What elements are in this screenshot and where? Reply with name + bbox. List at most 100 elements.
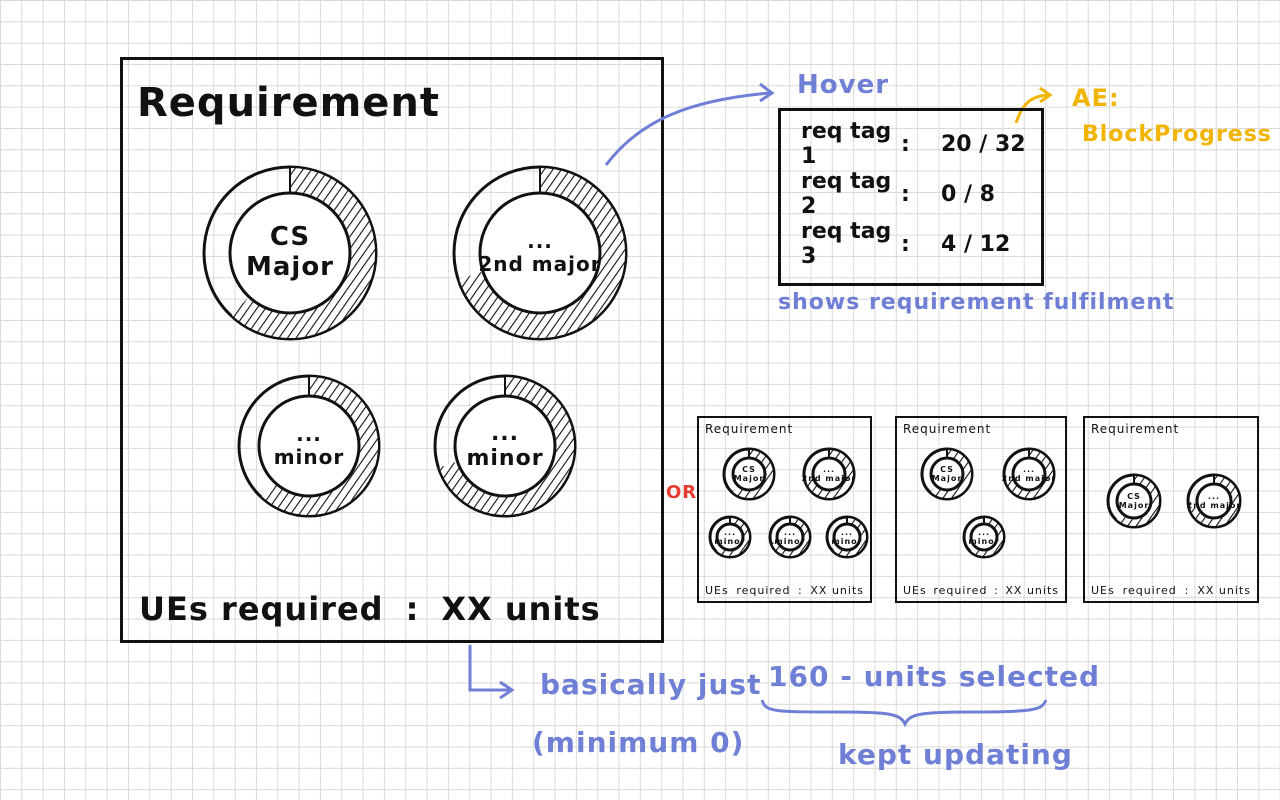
variant-footer-label: UEs: [705, 584, 729, 597]
hover-label: Hover: [797, 70, 890, 100]
ring-line1: ...: [1207, 491, 1221, 501]
ues-required-footer: UEs required : XX units: [139, 590, 639, 628]
variant-footer: UEs required : XX units: [705, 584, 864, 597]
ring-progress-fill: [930, 450, 971, 498]
ring-line1: ...: [490, 420, 520, 446]
ring-line2: Major: [245, 252, 334, 282]
variant-footer-value: XX units: [1005, 584, 1059, 597]
ring-line1: ...: [527, 229, 553, 253]
variant-ring[interactable]: ... 2nd major: [801, 446, 857, 502]
ring-progress-fill: [732, 450, 773, 498]
requirement-title: Requirement: [137, 80, 441, 126]
hover-tooltip-box: req tag 1 : 20 / 32 req tag 2 : 0 / 8 re…: [778, 108, 1044, 286]
ring-graphic: [722, 447, 776, 501]
variant-ring[interactable]: CS Major: [721, 446, 777, 502]
req-tag-row-3: req tag 3 : 4 / 12: [801, 219, 1041, 269]
variant-footer-sep: :: [798, 584, 803, 597]
ring-graphic: [825, 515, 869, 559]
ring-line1: ...: [296, 422, 322, 446]
ring-graphic: [802, 447, 856, 501]
ring-progress-fill: [833, 518, 866, 556]
ring-line2: Major: [1118, 501, 1150, 510]
variant-footer: UEs required : XX units: [1091, 584, 1251, 597]
footer-sep: :: [405, 590, 420, 628]
variant-title: Requirement: [903, 422, 992, 436]
variant-ring[interactable]: ... 2nd major: [1185, 472, 1243, 530]
note-line2: (minimum 0): [532, 726, 745, 759]
variant-ring[interactable]: ... minor: [707, 514, 753, 560]
variant-ring[interactable]: ... minor: [767, 514, 813, 560]
ring-progress-fill: [771, 518, 809, 556]
ring-line2: minor: [968, 537, 1000, 546]
ring-line1: ...: [723, 527, 737, 537]
variant-footer-sep: :: [994, 584, 999, 597]
variant-ring[interactable]: ... minor: [824, 514, 870, 560]
ring-graphic: [708, 515, 752, 559]
ring-graphic: [920, 447, 974, 501]
ring-progress-fill: [439, 377, 574, 515]
ring-graphic: [237, 374, 381, 518]
ring-line1: CS: [940, 464, 954, 474]
ring-progress-fill: [1116, 476, 1159, 526]
footer-label: UEs required: [139, 590, 384, 628]
ring-line2: 2nd major: [1001, 474, 1057, 483]
ring-graphic: [1002, 447, 1056, 501]
requirement-panel: Requirement CS Major ... 2nd major ... m…: [120, 57, 664, 643]
progress-ring-cs-major[interactable]: CS Major: [195, 164, 385, 342]
ring-line2: minor: [774, 537, 806, 546]
ae-arrow-head: [1039, 86, 1053, 104]
ring-line1: CS: [1127, 491, 1141, 501]
ring-progress-fill: [1190, 476, 1239, 526]
ring-line1: CS: [742, 464, 756, 474]
variant-footer-label: UEs: [1091, 584, 1115, 597]
ring-graphic: [962, 515, 1006, 559]
hover-arrow-head: [759, 82, 775, 103]
ring-progress-fill: [261, 377, 378, 515]
ring-line2: minor: [714, 537, 746, 546]
variant-title: Requirement: [705, 422, 794, 436]
ring-graphic: [768, 515, 812, 559]
or-label: OR: [666, 482, 698, 503]
variant-ring[interactable]: ... minor: [961, 514, 1007, 560]
ring-progress-fill: [231, 168, 375, 338]
ring-line1: CS: [269, 222, 311, 253]
progress-ring-minor-2[interactable]: ... minor: [431, 373, 579, 519]
ring-progress-fill: [970, 518, 1003, 556]
variant-panel-5-rings: Requirement CS Major... 2nd major... minor.…: [697, 416, 872, 603]
note-kept: kept updating: [838, 738, 1073, 771]
ae-component: BlockProgress: [1082, 122, 1272, 147]
ring-line1: ...: [783, 527, 797, 537]
curly-brace: [760, 699, 1048, 728]
ring-graphic: [433, 374, 577, 518]
ring-line2: minor: [273, 445, 345, 469]
req-tag-sep: :: [901, 131, 910, 157]
req-tag-name: req tag 1: [801, 119, 892, 169]
ring-graphic: [1106, 473, 1162, 529]
variant-footer-value: XX units: [810, 584, 864, 597]
note-formula: 160 - units selected: [768, 660, 1101, 693]
variant-title: Requirement: [1091, 422, 1180, 436]
ring-line1: ...: [822, 464, 836, 474]
variant-ring[interactable]: ... 2nd major: [1001, 446, 1057, 502]
req-tag-name: req tag 3: [801, 219, 892, 269]
req-tag-name: req tag 2: [801, 169, 892, 219]
req-tag-row-2: req tag 2 : 0 / 8: [801, 169, 1041, 219]
progress-ring-minor-1[interactable]: ... minor: [235, 373, 383, 519]
variant-ring[interactable]: CS Major: [1105, 472, 1163, 530]
req-tag-row-1: req tag 1 : 20 / 32: [801, 119, 1041, 169]
ring-line2: 2nd major: [801, 474, 857, 483]
variant-ring[interactable]: CS Major: [919, 446, 975, 502]
note-line1: basically just: [540, 668, 762, 701]
ring-line2: 2nd major: [1186, 501, 1242, 510]
ae-label: AE:: [1072, 84, 1120, 112]
variant-footer-mid: required: [736, 584, 791, 597]
variant-panel-3-rings: Requirement CS Major... 2nd major... minor …: [895, 416, 1067, 603]
ring-graphic: [202, 165, 378, 341]
req-tag-value: 0 / 8: [941, 181, 995, 207]
footer-arrow: [468, 645, 510, 692]
ring-line1: ...: [977, 527, 991, 537]
ring-progress-fill: [716, 518, 749, 556]
hover-caption: shows requirement fulfilment: [778, 290, 1175, 315]
progress-ring-2nd-major[interactable]: ... 2nd major: [445, 164, 635, 342]
variant-footer-label: UEs: [903, 584, 927, 597]
